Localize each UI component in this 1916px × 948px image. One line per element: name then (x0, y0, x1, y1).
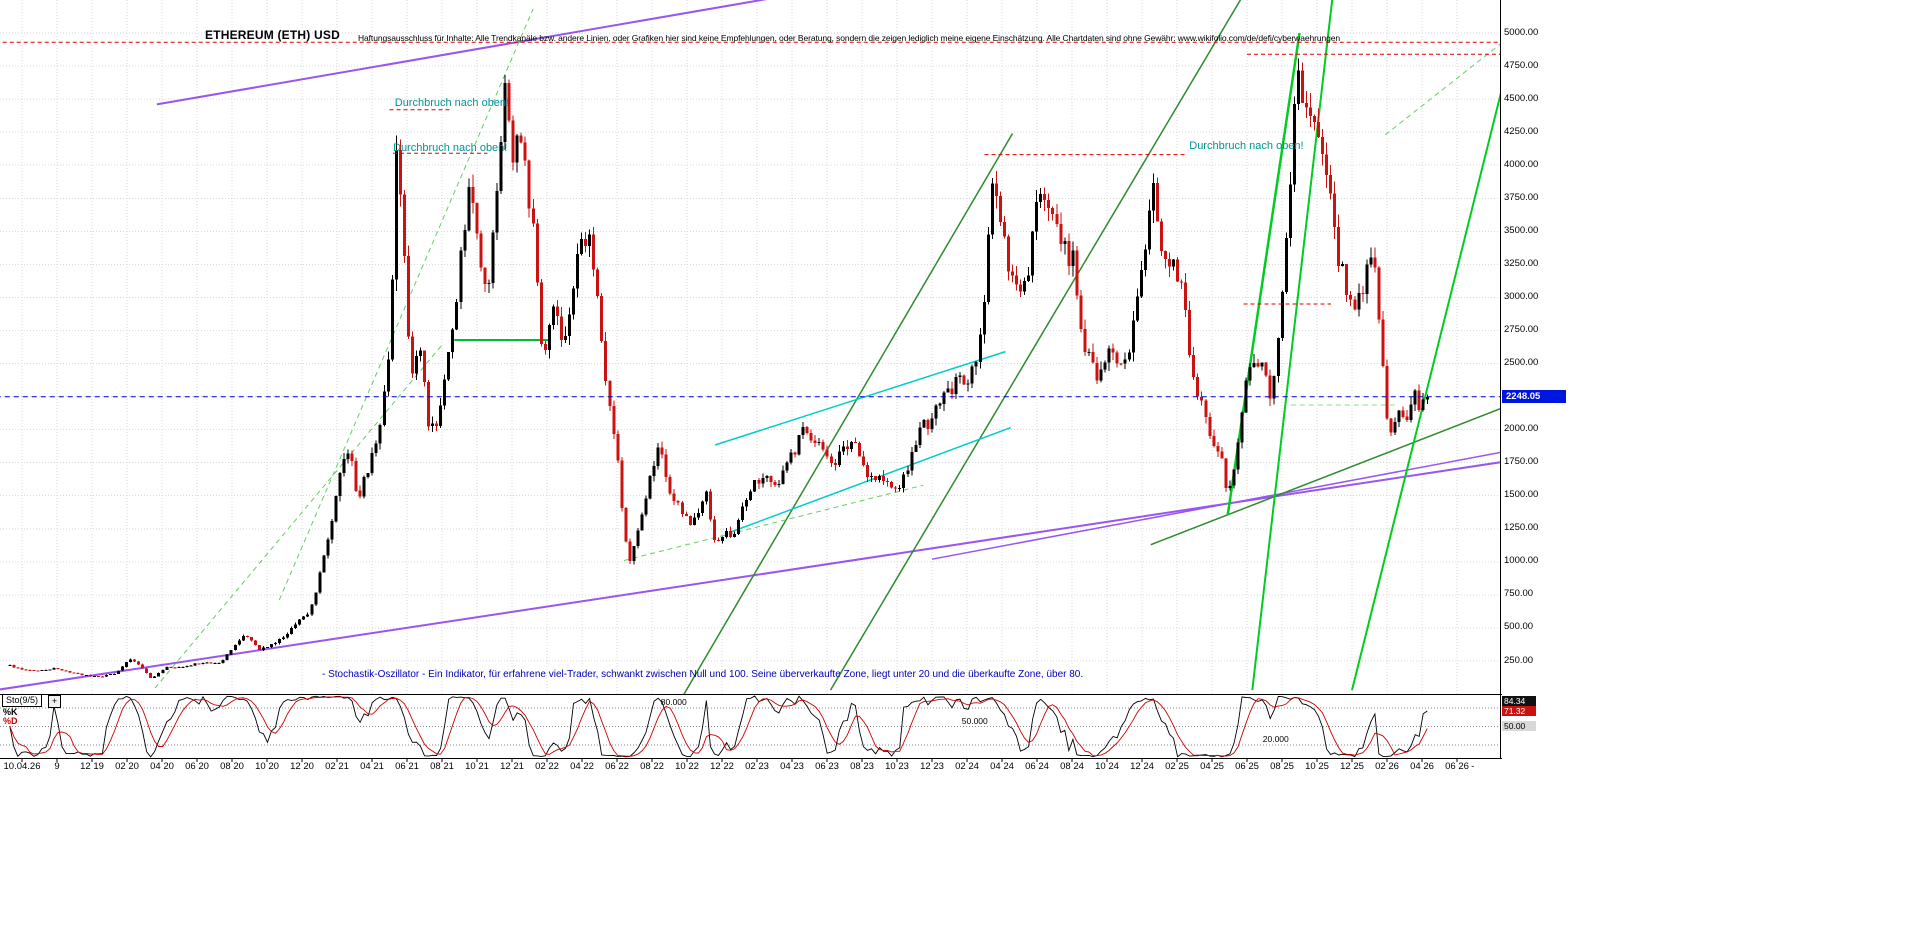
date-tick-label: 02 22 (535, 761, 559, 772)
oscillator-description: - Stochastik-Oszillator - Ein Indikator,… (322, 669, 1084, 680)
date-tick-label: 08 23 (850, 761, 874, 772)
date-tick-label: 06 24 (1025, 761, 1049, 772)
oscillator-readout: 71.32 (1502, 706, 1536, 716)
date-tick-label: 10 24 (1095, 761, 1119, 772)
date-tick-label: 06 25 (1235, 761, 1259, 772)
date-tick-label: 08 25 (1270, 761, 1294, 772)
price-tick-label: 3500.00 (1504, 224, 1539, 236)
frame-layer (0, 0, 1502, 762)
percent-k-label: %K (3, 707, 18, 717)
chart-title: ETHEREUM (ETH) USD (205, 28, 340, 42)
breakout-annotation: Durchbruch nach oben! (1189, 139, 1304, 152)
price-levels-layer (0, 41, 1500, 398)
date-tick-label: 12 21 (500, 761, 524, 772)
breakout-annotation: Durchbruch nach oben! (393, 141, 508, 154)
current-price-label: 2248.05 (1502, 390, 1566, 403)
breakout-annotation: Durchbruch nach oben! (394, 96, 510, 109)
stochastic-k-line (9, 695, 1428, 758)
date-tick-label: 02 26 (1375, 761, 1399, 772)
date-tick-label: 02 20 (115, 761, 139, 772)
date-tick-label: 10 21 (465, 761, 489, 772)
date-tick-label: 08 21 (430, 761, 454, 772)
price-tick-label: 3000.00 (1504, 290, 1539, 302)
price-tick-label: 2000.00 (1504, 423, 1539, 435)
date-tick-label: 04 22 (570, 761, 594, 772)
date-tick-label: 10 25 (1305, 761, 1329, 772)
trendlines-layer (0, 0, 1500, 694)
date-tick-label: 08 24 (1060, 761, 1084, 772)
oscillator-guide-label: 80.000 (660, 697, 687, 708)
date-tick-label: 10.04.26 (3, 761, 41, 772)
indicator-label[interactable]: Sto(9/5) (2, 694, 43, 707)
price-tick-label: 3250.00 (1504, 257, 1539, 269)
date-tick-label: 06 26 (1445, 761, 1469, 772)
date-tick-label: 08 22 (640, 761, 664, 772)
price-tick-label: 250.00 (1504, 654, 1534, 666)
oscillator-guide-label: 20.000 (1262, 733, 1289, 744)
date-tick-label: 12 25 (1340, 761, 1364, 772)
oscillator-readout: 84.34 (1502, 696, 1536, 706)
date-tick-label: 08 20 (220, 761, 244, 772)
price-tick-label: 1250.00 (1504, 522, 1539, 534)
oscillator-readout: 50.00 (1502, 721, 1536, 731)
date-tick-label: 9 (54, 761, 60, 772)
date-tick-label: 06 22 (605, 761, 629, 772)
price-tick-label: 2750.00 (1504, 323, 1539, 335)
date-tick-label: 04 23 (780, 761, 804, 772)
price-tick-label: 500.00 (1504, 621, 1534, 633)
date-tick-label: 06 20 (185, 761, 209, 772)
oscillator-guide-label: 50.000 (961, 715, 988, 726)
price-tick-label: 1500.00 (1504, 489, 1539, 501)
price-tick-label: 1750.00 (1504, 456, 1539, 468)
date-tick-label: 04 25 (1200, 761, 1224, 772)
price-tick-label: 2500.00 (1504, 357, 1539, 369)
date-tick-label: 02 21 (325, 761, 349, 772)
date-tick-label: 02 23 (745, 761, 769, 772)
date-tick-label: 06 21 (395, 761, 419, 772)
date-tick-label: 04 20 (150, 761, 174, 772)
date-tick-label: 02 25 (1165, 761, 1189, 772)
disclaimer-text: Haftungsausschluss für Inhalte: Alle Tre… (358, 34, 1340, 43)
date-tick-label: 04 26 (1410, 761, 1434, 772)
date-tick-label: 10 22 (675, 761, 699, 772)
candles-layer (8, 58, 1429, 679)
stochastic-d-line (9, 696, 1428, 757)
price-tick-label: 5000.00 (1504, 26, 1539, 38)
date-tick-label: 12 19 (80, 761, 104, 772)
date-tick-label: 10 20 (255, 761, 279, 772)
price-tick-label: 1000.00 (1504, 555, 1539, 567)
date-tick-label: 04 24 (990, 761, 1014, 772)
price-tick-label: 4500.00 (1504, 92, 1539, 104)
date-tick-label: 12 20 (290, 761, 314, 772)
date-tick-label: 12 23 (920, 761, 944, 772)
price-tick-label: 4250.00 (1504, 125, 1539, 137)
price-tick-label: 4000.00 (1504, 158, 1539, 170)
indicator-add-button[interactable]: + (48, 695, 61, 708)
price-tick-label: 750.00 (1504, 588, 1534, 600)
date-tick-label: - (1471, 761, 1475, 772)
date-tick-label: 12 22 (710, 761, 734, 772)
grid-layer (0, 0, 1500, 694)
date-tick-label: 12 24 (1130, 761, 1154, 772)
price-tick-label: 4750.00 (1504, 59, 1539, 71)
date-tick-label: 10 23 (885, 761, 909, 772)
oscillator-layer (0, 695, 1500, 758)
percent-d-label: %D (3, 716, 18, 726)
date-tick-label: 04 21 (360, 761, 384, 772)
date-tick-label: 06 23 (815, 761, 839, 772)
date-tick-label: 02 24 (955, 761, 979, 772)
price-tick-label: 3750.00 (1504, 191, 1539, 203)
